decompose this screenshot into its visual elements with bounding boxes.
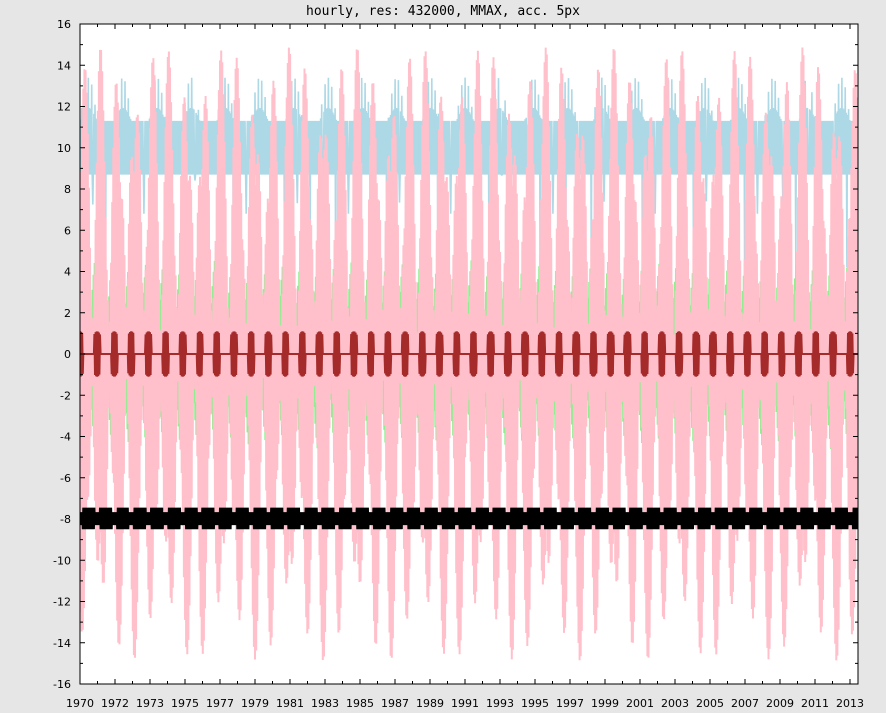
y-tick-label: -6 (60, 472, 71, 485)
x-tick-label: 1975 (171, 697, 199, 710)
series-line-light-blue (80, 77, 858, 268)
x-tick-label: 1979 (241, 697, 269, 710)
y-tick-label: -14 (53, 637, 71, 650)
x-tick-label: 1981 (276, 697, 304, 710)
y-tick-label: 2 (64, 307, 71, 320)
x-tick-label: 2009 (766, 697, 794, 710)
x-tick-label: 1995 (521, 697, 549, 710)
y-tick-label: 14 (57, 59, 71, 72)
y-tick-label: -4 (60, 431, 71, 444)
x-tick-label: 2013 (836, 697, 864, 710)
x-tick-label: 1972 (101, 697, 129, 710)
y-tick-label: -10 (53, 554, 71, 567)
x-tick-label: 2001 (626, 697, 654, 710)
x-tick-label: 1989 (416, 697, 444, 710)
series-line-black (80, 507, 858, 530)
x-tick-label: 1987 (381, 697, 409, 710)
x-tick-label: 1997 (556, 697, 584, 710)
x-tick-label: 1985 (346, 697, 374, 710)
x-tick-label: 1991 (451, 697, 479, 710)
y-tick-label: 0 (64, 348, 71, 361)
y-tick-label: 6 (64, 224, 71, 237)
x-tick-label: 2007 (731, 697, 759, 710)
y-tick-label: 4 (64, 266, 71, 279)
x-tick-label: 1983 (311, 697, 339, 710)
series-line-dark-red (80, 331, 858, 377)
y-tick-label: 12 (57, 101, 71, 114)
y-tick-label: -12 (53, 596, 71, 609)
y-tick-label: -16 (53, 678, 71, 691)
y-tick-label: 8 (64, 183, 71, 196)
x-tick-label: 2011 (801, 697, 829, 710)
x-tick-label: 2003 (661, 697, 689, 710)
y-tick-label: -8 (60, 513, 71, 526)
x-tick-label: 1977 (206, 697, 234, 710)
y-tick-label: 10 (57, 142, 71, 155)
x-tick-label: 1970 (66, 697, 94, 710)
x-tick-label: 2005 (696, 697, 724, 710)
chart-title: hourly, res: 432000, MMAX, acc. 5px (306, 4, 580, 19)
y-tick-label: 16 (57, 18, 71, 31)
x-tick-label: 1973 (136, 697, 164, 710)
x-tick-label: 1999 (591, 697, 619, 710)
y-tick-label: -2 (60, 389, 71, 402)
series-line-pink (80, 47, 858, 661)
x-tick-label: 1993 (486, 697, 514, 710)
